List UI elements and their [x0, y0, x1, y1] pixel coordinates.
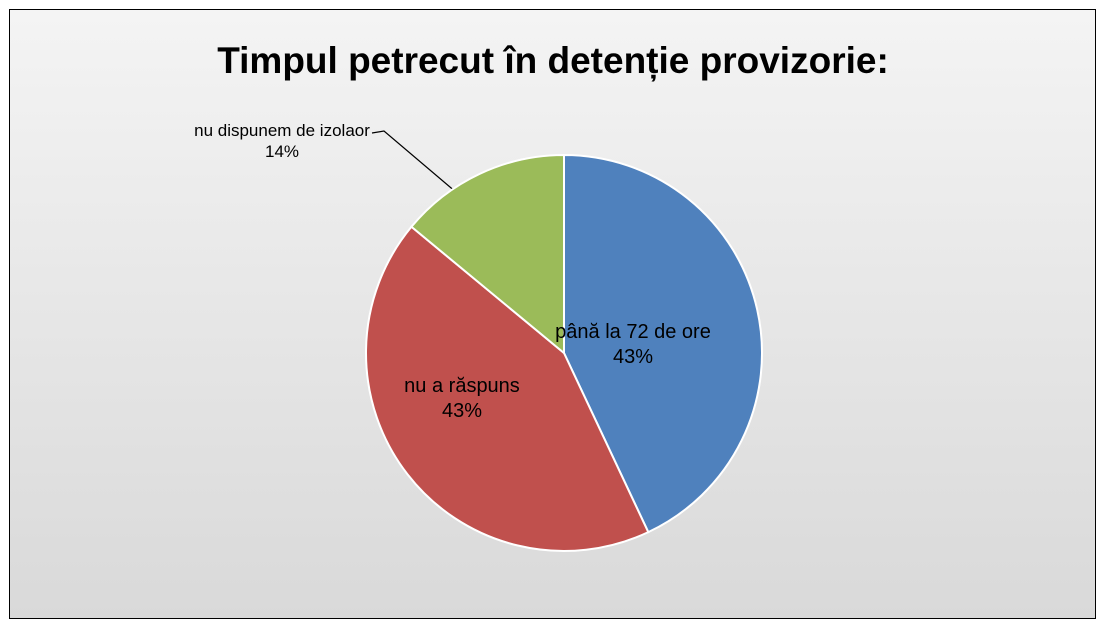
value-label: 43%	[441, 400, 483, 422]
slice-label: nu dispunem de izolaor 14%	[192, 120, 372, 163]
chart-title: Timpul petrecut în detenție provizorie:	[217, 40, 889, 81]
value-label: 43%	[612, 346, 654, 368]
value-label: 14%	[264, 142, 300, 162]
slice-label: până la 72 de ore 43%	[548, 320, 718, 370]
slice-label: nu a răspuns 43%	[372, 374, 552, 424]
pie-slice	[365, 225, 650, 552]
pie-slice	[410, 153, 565, 356]
category-label: până la 72 de ore	[555, 321, 711, 343]
category-label: nu a răspuns	[404, 375, 520, 397]
category-label: nu dispunem de izolaor	[194, 121, 370, 140]
pie-slice	[563, 153, 763, 534]
leader-line	[371, 130, 471, 205]
